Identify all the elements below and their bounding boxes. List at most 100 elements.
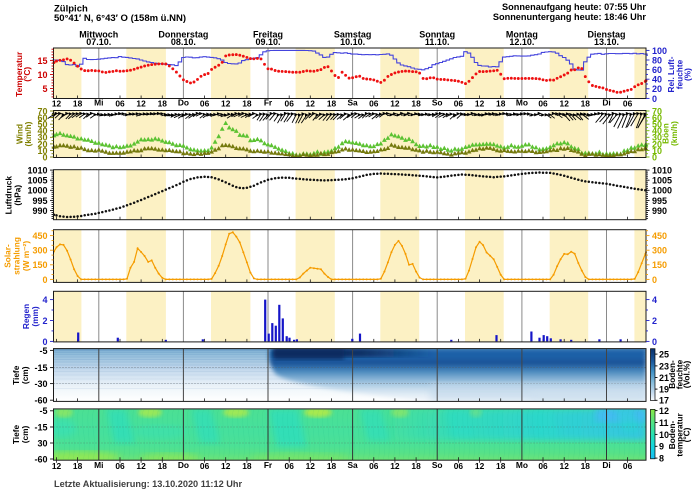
svg-text:80: 80 xyxy=(652,55,662,65)
svg-text:(cm): (cm) xyxy=(20,426,30,444)
svg-text:18: 18 xyxy=(242,461,252,471)
svg-text:990: 990 xyxy=(32,206,47,216)
svg-text:25: 25 xyxy=(659,350,669,360)
svg-text:18: 18 xyxy=(581,99,591,109)
svg-text:06: 06 xyxy=(200,99,210,109)
svg-text:12: 12 xyxy=(52,461,62,471)
svg-text:06: 06 xyxy=(538,99,548,109)
svg-text:18: 18 xyxy=(327,461,337,471)
svg-text:Di: Di xyxy=(602,97,610,107)
svg-text:06: 06 xyxy=(285,461,295,471)
svg-text:(km/h): (km/h) xyxy=(669,121,679,146)
svg-text:12: 12 xyxy=(221,99,231,109)
svg-text:Sonnenuntergang heute: 18:46 U: Sonnenuntergang heute: 18:46 Uhr xyxy=(493,12,647,22)
svg-text:18: 18 xyxy=(496,99,506,109)
svg-text:150: 150 xyxy=(652,260,667,270)
svg-text:18: 18 xyxy=(496,461,506,471)
svg-text:18: 18 xyxy=(73,461,83,471)
svg-text:-60: -60 xyxy=(34,396,47,406)
svg-text:60: 60 xyxy=(652,65,662,75)
svg-text:(%): (%) xyxy=(683,68,693,81)
svg-text:09.10.: 09.10. xyxy=(255,37,280,47)
svg-text:13.10.: 13.10. xyxy=(594,37,619,47)
svg-text:50°41′ N, 6°43′ O (158m ü.NN): 50°41′ N, 6°43′ O (158m ü.NN) xyxy=(54,13,186,24)
svg-text:12: 12 xyxy=(136,461,146,471)
svg-text:06: 06 xyxy=(623,99,633,109)
svg-text:12: 12 xyxy=(221,461,231,471)
svg-text:(mm): (mm) xyxy=(30,306,40,327)
svg-text:12: 12 xyxy=(560,99,570,109)
svg-text:(°C): (°C) xyxy=(22,67,32,82)
svg-text:10.10.: 10.10. xyxy=(340,37,365,47)
svg-text:2: 2 xyxy=(652,316,657,326)
svg-text:Mo: Mo xyxy=(516,460,528,470)
svg-text:1000: 1000 xyxy=(652,186,672,196)
svg-text:12: 12 xyxy=(306,461,316,471)
svg-text:06: 06 xyxy=(200,461,210,471)
svg-text:11.10.: 11.10. xyxy=(425,37,450,47)
svg-text:12: 12 xyxy=(390,461,400,471)
svg-text:17: 17 xyxy=(659,396,669,406)
svg-text:15: 15 xyxy=(37,56,47,66)
svg-text:Do: Do xyxy=(178,460,189,470)
svg-text:Fr: Fr xyxy=(264,97,273,107)
svg-text:0: 0 xyxy=(652,337,657,347)
svg-text:4: 4 xyxy=(652,295,657,305)
svg-text:(km/h): (km/h) xyxy=(23,121,33,146)
svg-text:12: 12 xyxy=(136,99,146,109)
svg-text:18: 18 xyxy=(581,461,591,471)
svg-text:1010: 1010 xyxy=(27,166,47,176)
svg-text:1010: 1010 xyxy=(652,166,672,176)
svg-text:0: 0 xyxy=(652,94,657,104)
svg-text:So: So xyxy=(432,460,443,470)
svg-text:2: 2 xyxy=(42,316,47,326)
svg-text:70: 70 xyxy=(652,106,662,116)
svg-text:40: 40 xyxy=(652,75,662,85)
svg-text:-30: -30 xyxy=(34,379,47,389)
svg-text:5: 5 xyxy=(42,84,47,94)
svg-text:So: So xyxy=(432,97,443,107)
svg-text:4: 4 xyxy=(42,295,47,305)
svg-text:12: 12 xyxy=(659,406,669,416)
svg-text:450: 450 xyxy=(652,231,667,241)
svg-text:-5: -5 xyxy=(39,346,47,356)
svg-text:06: 06 xyxy=(369,461,379,471)
svg-text:1000: 1000 xyxy=(27,186,47,196)
svg-text:990: 990 xyxy=(652,206,667,216)
svg-text:(cm): (cm) xyxy=(20,366,30,384)
svg-text:18: 18 xyxy=(158,461,168,471)
svg-text:Sonnenaufgang heute: 07:55 Uhr: Sonnenaufgang heute: 07:55 Uhr xyxy=(502,2,646,12)
svg-text:Mo: Mo xyxy=(516,97,528,107)
svg-text:12: 12 xyxy=(560,461,570,471)
svg-text:18: 18 xyxy=(242,99,252,109)
svg-text:(W m⁻²): (W m⁻²) xyxy=(21,241,31,271)
svg-text:995: 995 xyxy=(652,196,667,206)
svg-text:06: 06 xyxy=(285,99,295,109)
svg-text:0: 0 xyxy=(42,275,47,285)
svg-text:0: 0 xyxy=(652,275,657,285)
svg-text:300: 300 xyxy=(32,246,47,256)
svg-text:-60: -60 xyxy=(34,454,47,464)
svg-text:12: 12 xyxy=(306,99,316,109)
svg-text:Mi: Mi xyxy=(94,97,103,107)
svg-text:18: 18 xyxy=(327,99,337,109)
svg-text:06: 06 xyxy=(115,461,125,471)
svg-text:12: 12 xyxy=(475,461,485,471)
svg-text:450: 450 xyxy=(32,231,47,241)
svg-text:9: 9 xyxy=(659,442,664,452)
svg-text:Letzte Aktualisierung: 13.10.2: Letzte Aktualisierung: 13.10.2020 11:12 … xyxy=(54,479,243,489)
svg-text:30: 30 xyxy=(37,438,47,448)
svg-text:Do: Do xyxy=(178,97,189,107)
svg-text:(Vol.%): (Vol.%) xyxy=(682,361,692,389)
svg-text:06: 06 xyxy=(623,461,633,471)
svg-text:Di: Di xyxy=(602,460,610,470)
svg-text:12: 12 xyxy=(52,99,62,109)
svg-text:18: 18 xyxy=(411,461,421,471)
svg-text:70: 70 xyxy=(37,106,47,116)
svg-text:18: 18 xyxy=(158,99,168,109)
svg-text:18: 18 xyxy=(73,99,83,109)
svg-text:150: 150 xyxy=(32,260,47,270)
svg-text:1005: 1005 xyxy=(27,176,47,186)
svg-text:06: 06 xyxy=(538,461,548,471)
svg-text:-15: -15 xyxy=(34,363,47,373)
